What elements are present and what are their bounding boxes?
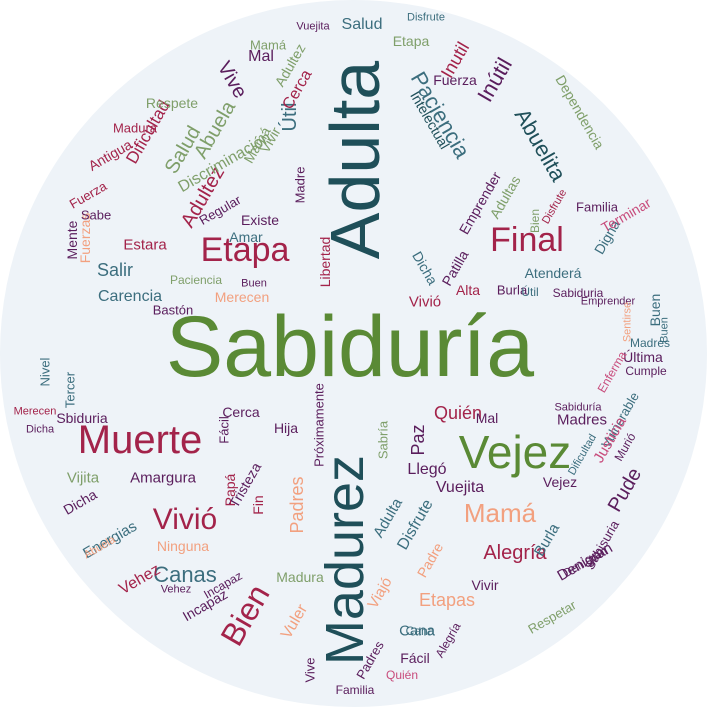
word-cloud-word: Vejez: [542, 474, 578, 490]
word-cloud-word: Vejez: [458, 426, 572, 478]
word-cloud-word: Sentirse: [621, 301, 634, 343]
word-cloud-word: Alta: [455, 282, 481, 298]
word-cloud-word: Mamá: [463, 498, 537, 528]
word-cloud-word: Etapas: [418, 590, 476, 610]
word-cloud-word: Mamá: [249, 37, 287, 53]
word-cloud-word: Carencia: [97, 288, 163, 305]
word-cloud-word: Final: [490, 221, 564, 259]
word-cloud-word: Familia: [576, 199, 618, 215]
word-cloud-word: Amar: [229, 229, 263, 245]
word-cloud-word: Sabría: [375, 420, 391, 460]
word-cloud-word: Nivel: [37, 357, 53, 387]
word-cloud-word: Fuerza: [66, 178, 110, 212]
word-cloud-word: Existe: [240, 212, 280, 228]
word-cloud-word: Emprender: [580, 295, 636, 308]
word-cloud-word: Vivió: [152, 503, 218, 536]
word-cloud-word: Enferma: [594, 348, 630, 396]
word-cloud-word: Mal: [475, 410, 499, 426]
word-cloud-word: Final: [547, 655, 573, 685]
word-cloud-word: Llegó: [407, 461, 447, 478]
word-cloud-word: Buen: [241, 277, 267, 290]
word-cloud-word: Sabiduría: [165, 299, 535, 395]
word-cloud-word: Madres: [629, 336, 671, 350]
word-cloud-word: Vivir: [471, 577, 499, 593]
word-cloud-word: Madres: [556, 411, 608, 429]
word-cloud-word: Merecen: [214, 289, 270, 305]
word-cloud-word: Pude: [603, 464, 647, 516]
word-cloud-word: Etapa: [392, 33, 430, 49]
word-cloud-word: Sbiduria: [56, 410, 108, 426]
word-cloud-word: Mente: [64, 220, 80, 260]
word-cloud-word: Fácil: [400, 650, 430, 666]
word-cloud-word: Burla: [530, 520, 564, 560]
word-cloud-word: Salir: [96, 260, 134, 280]
word-cloud-word: Útil: [521, 285, 539, 299]
word-cloud-word: Familia: [335, 683, 375, 697]
word-cloud-word: Madura: [112, 120, 158, 136]
word-cloud-word: Papá: [222, 473, 238, 507]
word-cloud-word: Madurez: [315, 454, 375, 666]
word-cloud-word: Burla: [496, 282, 528, 298]
word-cloud-word: Fuerza: [433, 72, 477, 88]
word-cloud-word: Respetar: [525, 597, 579, 637]
word-cloud-word: Mal: [248, 48, 274, 65]
word-cloud-word: Muerte: [77, 418, 203, 462]
word-cloud-word: Dicha: [25, 423, 55, 436]
word-cloud-word: Vivió: [408, 293, 442, 311]
word-cloud-word: Sabiduria: [552, 286, 604, 300]
word-cloud-word: Libertad: [317, 236, 333, 288]
word-cloud-word: Quién: [385, 668, 419, 682]
word-cloud-word: Canas: [153, 562, 217, 587]
word-cloud-word: Vijita: [66, 469, 100, 487]
word-cloud-word: Vive: [302, 657, 318, 683]
word-cloud-word: Cumple: [625, 364, 667, 378]
word-cloud-word: Respete: [145, 95, 199, 111]
word-cloud-word: Paz: [408, 424, 428, 456]
word-cloud-word: Vive: [212, 57, 252, 103]
word-cloud-word: Ninguna: [156, 538, 210, 554]
word-cloud-word: Paciencia: [169, 273, 223, 287]
word-cloud-word: Dicha: [409, 248, 441, 288]
word-cloud-word: Cana: [399, 622, 435, 640]
word-cloud-word: Madura: [276, 569, 324, 585]
word-cloud-word: Hija: [273, 420, 299, 436]
word-cloud-word: Etapa: [200, 231, 290, 269]
word-cloud-word: Bastón: [152, 302, 194, 318]
word-cloud-word: Bien: [528, 208, 542, 234]
word-cloud-word: Dicha: [60, 486, 100, 518]
word-cloud-word: Fácil: [216, 416, 232, 444]
word-cloud-word: Inútil: [472, 53, 518, 107]
word-cloud-word: Madre: [292, 166, 308, 204]
word-cloud-word: Sabe: [80, 207, 112, 223]
word-cloud-word: Merecen: [13, 405, 57, 418]
word-cloud-word: Padre: [413, 539, 447, 581]
word-cloud-word: Vuejita: [435, 479, 485, 496]
word-cloud-word: Padres: [287, 476, 307, 534]
word-cloud-word: Alegría: [432, 620, 464, 660]
word-cloud-word: Quién: [433, 403, 483, 423]
word-cloud-word: Vuler: [278, 601, 312, 642]
word-cloud-word: Última: [623, 349, 663, 365]
word-cloud-word: Próximamente: [311, 383, 327, 467]
word-cloud-word: Salud: [341, 16, 383, 33]
word-cloud-word: Cerca: [222, 404, 260, 420]
word-cloud-word: Alegría: [483, 542, 547, 564]
word-cloud-word: Abuelita: [509, 104, 572, 186]
word-cloud-word: Vehez: [160, 583, 192, 596]
word-cloud-word: Estara: [123, 236, 167, 254]
word-cloud-word: Adulta: [316, 60, 394, 260]
word-cloud-word: Amargura: [130, 469, 196, 487]
word-cloud-word: Cana: [405, 624, 435, 638]
word-cloud-word: Fin: [250, 495, 266, 515]
word-cloud-word: Sabiduría: [554, 401, 602, 414]
word-cloud-word: Buen: [658, 317, 671, 343]
word-cloud-word: Disfrute: [407, 11, 445, 24]
word-cloud-word: Vuejita: [296, 20, 330, 33]
word-cloud-word: Dependencia: [552, 72, 608, 152]
word-cloud-word: Atenderá: [524, 265, 582, 281]
word-cloud-word: Tercer: [62, 371, 78, 409]
